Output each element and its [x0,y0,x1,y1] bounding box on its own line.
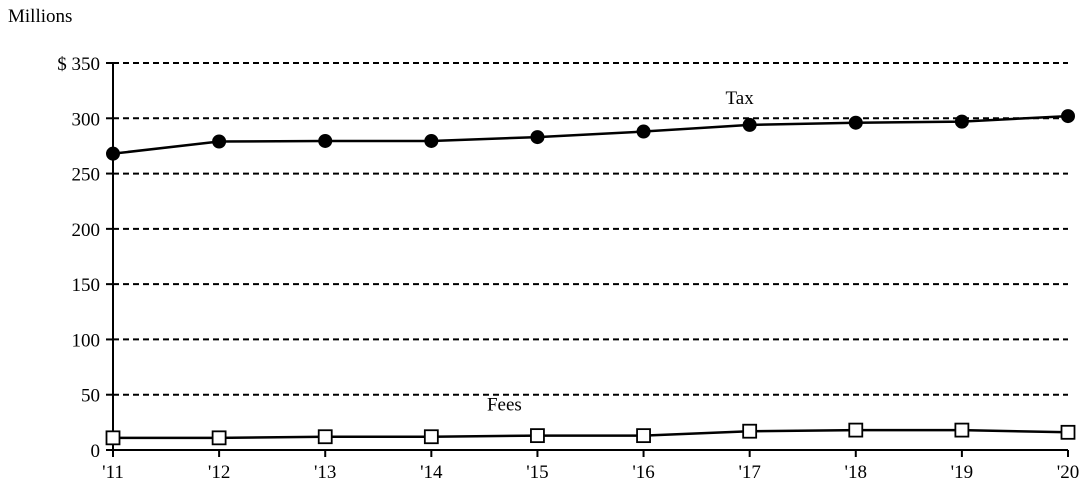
fees-point-6 [742,423,758,439]
x-tick-label-5: '16 [632,462,654,483]
x-tick-label-2: '13 [314,462,336,483]
x-tick-label-8: '19 [951,462,973,483]
series-labels: Tax Fees [487,88,754,416]
gridlines [113,62,1068,396]
tax-point-4 [530,130,545,145]
tax-point-9 [1061,109,1075,124]
series-markers [105,109,1076,446]
tax-point-8 [954,114,969,129]
tax-point-6 [742,117,757,132]
x-tick-label-3: '14 [420,462,443,483]
x-tick-label-4: '15 [526,462,548,483]
x-tick-label-6: '17 [738,462,760,483]
tax-point-5 [636,124,651,139]
tax-point-7 [848,115,863,130]
fees-point-1 [211,430,227,446]
fees-point-2 [317,429,333,445]
x-tick-label-0: '11 [102,462,124,483]
tax-point-2 [318,133,333,148]
y-tick-label-0: 0 [91,441,101,462]
axes [106,62,1069,457]
x-tick-label-1: '12 [208,462,230,483]
fees-point-3 [423,429,439,445]
fees-point-7 [848,422,864,438]
fees-point-0 [105,430,121,446]
tax-point-3 [424,133,439,148]
fees-point-4 [530,428,545,444]
y-tick-label-100: 100 [72,330,101,351]
fees-line [113,428,1069,440]
series-lines [112,114,1069,440]
y-tick-label-150: 150 [72,275,101,296]
y-tick-label-300: 300 [72,109,101,130]
fees-point-9 [1060,424,1076,440]
y-tick-label-250: 250 [72,165,101,186]
fees-series-label: Fees [487,395,522,416]
tax-series-label: Tax [726,88,755,109]
y-tick-label-200: 200 [72,220,101,241]
tax-point-1 [212,134,227,149]
y-tick-labels: 0 50 100 150 200 250 300 $ 350 [57,54,100,462]
tax-line [112,114,1069,155]
fees-point-5 [636,428,651,444]
y-axis-label: Millions [8,6,72,27]
x-tick-label-9: '20 [1057,462,1079,483]
y-tick-label-350: $ 350 [57,54,100,75]
fees-point-8 [954,422,970,438]
x-tick-labels: '11 '12 '13 '14 '15 '16 '17 '18 '19 '20 [102,462,1079,483]
y-tick-label-50: 50 [81,386,100,407]
x-tick-label-7: '18 [845,462,867,483]
tax-point-0 [106,146,120,161]
